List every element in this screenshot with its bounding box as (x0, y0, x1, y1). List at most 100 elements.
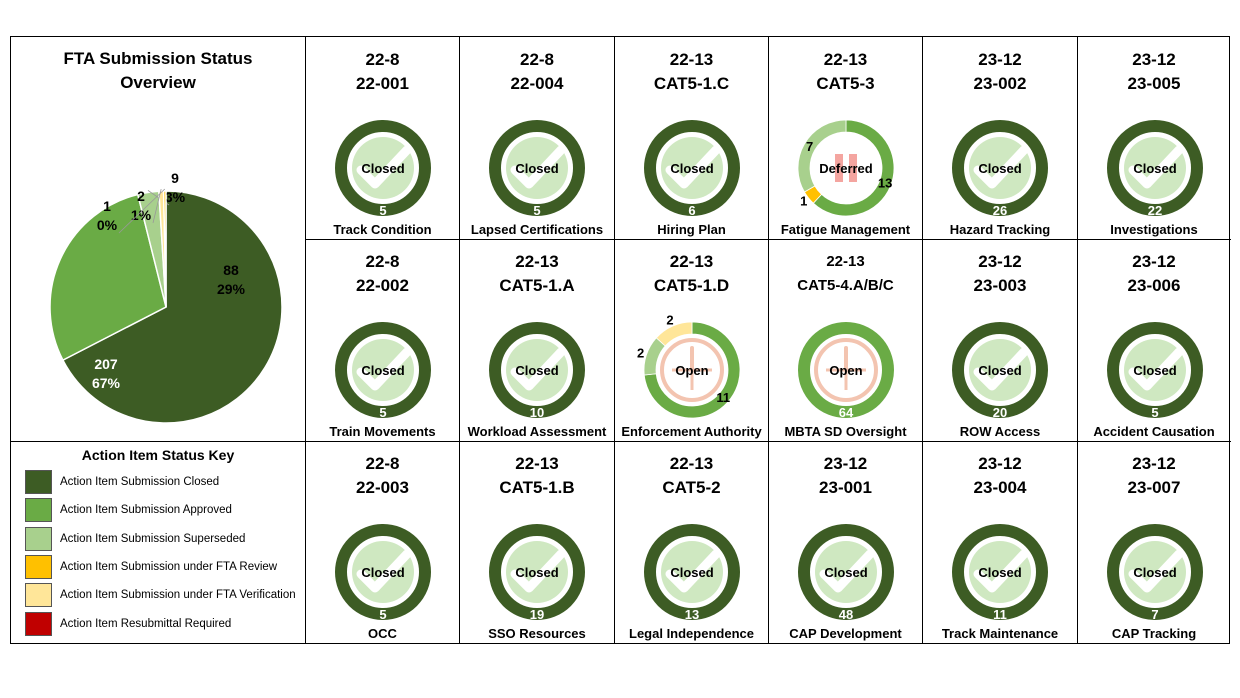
clock-icon (814, 338, 878, 402)
status-key-item: Action Item Submission under FTA Verific… (25, 582, 296, 608)
status-key-item: Action Item Submission Approved (25, 497, 232, 523)
card-directive-label: 23-12 (1132, 252, 1176, 271)
card-directive-label: 23-12 (823, 454, 868, 473)
checkmark-icon (1128, 347, 1184, 391)
action-item-card: 22-13 CAT5-1.A Closed 10 Workload Assessment (460, 240, 614, 443)
card-status-text: Closed (1133, 363, 1176, 378)
donut-segment (644, 120, 740, 216)
checkmark-icon (510, 549, 566, 593)
clock-icon (660, 338, 724, 402)
pause-icon (849, 154, 857, 182)
card-item-id: 23-001 (819, 478, 872, 497)
pie-count-label: 88 (223, 262, 239, 278)
card-item-id: 23-004 (973, 478, 1027, 497)
pie-slice-under_review (162, 190, 167, 308)
card-directive-label: 23-12 (978, 252, 1022, 271)
card-directive-label: 22-8 (365, 454, 400, 473)
card-name: SSO Resources (488, 626, 586, 641)
card-directive-label: 22-13 (823, 50, 868, 69)
divider (614, 37, 615, 643)
card-status-text: Closed (670, 161, 713, 176)
card-status-text: Closed (670, 565, 713, 580)
status-key-swatch (25, 470, 52, 494)
checkmark-icon (665, 145, 721, 189)
card-item-id: 23-003 (973, 276, 1027, 295)
donut-segment-label: 11 (716, 390, 730, 405)
card-count: 20 (993, 405, 1007, 420)
card-directive-label: 22-13 (669, 252, 714, 271)
card-item-id: CAT5-1.B (499, 478, 575, 497)
checkmark-icon (1128, 549, 1184, 593)
pie-percent-label: 67% (92, 375, 121, 391)
action-item-card: 22-8 22-001 Closed 5 Track Condition (306, 38, 459, 241)
divider (305, 37, 306, 643)
donut-segment (1107, 120, 1203, 216)
pie-percent-label: 1% (131, 207, 152, 223)
checkmark-icon (356, 347, 412, 391)
card-item-id: 22-002 (356, 276, 409, 295)
card-name: Track Maintenance (941, 626, 1059, 641)
overview-title-line2: Overview (120, 73, 196, 92)
checkmark-icon (510, 145, 566, 189)
status-donut: Closed 10 (489, 322, 585, 420)
action-item-card: 22-8 22-004 Closed 5 Lapsed Certifications (460, 38, 614, 241)
donut-segment (489, 120, 585, 216)
status-donut: Closed 5 (335, 322, 431, 420)
status-key-label: Action Item Submission Approved (60, 504, 232, 517)
status-key-label: Action Item Submission under FTA Review (60, 560, 278, 573)
divider (768, 37, 769, 643)
divider (1077, 37, 1078, 643)
status-donut: Closed 22 (1107, 120, 1203, 218)
status-key-swatch (25, 583, 52, 608)
action-item-card: 23-12 23-005 Closed 22 Investigations (1078, 38, 1230, 241)
card-status-text: Open (675, 363, 708, 378)
card-name: Workload Assessment (467, 424, 607, 439)
pie-percent-label: 29% (217, 281, 246, 297)
card-count: 5 (379, 607, 386, 622)
card-item-id: CAT5-2 (662, 478, 721, 497)
overview-title-line1: FTA Submission Status (63, 49, 253, 68)
donut-center (811, 133, 881, 203)
pie-count-label: 1 (103, 198, 111, 214)
card-directive-label: 23-12 (978, 454, 1022, 473)
card-name: Hazard Tracking (949, 222, 1051, 237)
donut-segment (952, 322, 1048, 418)
overview-title: FTA Submission Status Overview (11, 47, 305, 95)
card-status-text: Closed (1133, 161, 1176, 176)
card-name: Track Condition (333, 222, 432, 237)
donut-segment (335, 322, 431, 418)
status-donut: Open 64 (798, 322, 894, 420)
card-count: 5 (533, 203, 540, 218)
status-donut: Closed 19 (489, 524, 585, 622)
status-key-item: Action Item Submission Superseded (25, 526, 245, 552)
pie-count-label: 2 (137, 188, 145, 204)
checkmark-icon (973, 549, 1029, 593)
checkmark-icon (973, 347, 1029, 391)
status-key-item: Action Item Submission Closed (25, 469, 219, 495)
card-count: 5 (379, 405, 386, 420)
status-key-item: Action Item Submission under FTA Review (25, 554, 277, 580)
status-donut: Closed 5 (335, 120, 431, 218)
dashboard-frame: FTA Submission Status Overview 207 67% 88 2… (10, 36, 1231, 645)
card-item-id: CAT5-1.C (653, 74, 730, 93)
status-donut: Closed 5 (335, 524, 431, 622)
card-count: 22 (1148, 203, 1162, 218)
donut-segment (335, 120, 431, 216)
card-count: 10 (530, 405, 544, 420)
action-item-card: 22-8 22-003 Closed 5 OCC (306, 442, 459, 645)
card-name: Train Movements (329, 424, 436, 439)
card-name: Legal Independence (629, 626, 754, 641)
card-count: 64 (839, 405, 854, 420)
donut-segment (1107, 322, 1203, 418)
card-item-id: 22-004 (510, 74, 564, 93)
action-item-card: 22-13 CAT5-1.C Closed 6 Hiring Plan (615, 38, 768, 241)
divider (305, 239, 1231, 240)
checkmark-icon (665, 549, 721, 593)
action-item-card: 23-12 23-006 Closed 5 Accident Causation (1078, 240, 1230, 443)
card-count: 19 (530, 607, 544, 622)
action-item-card: 22-13 CAT5-2 Closed 13 Legal Independence (615, 442, 768, 645)
donut-segment (798, 524, 894, 620)
card-status-text: Closed (824, 565, 867, 580)
card-item-id: 23-007 (1127, 478, 1181, 497)
card-item-id: 23-005 (1127, 74, 1181, 93)
